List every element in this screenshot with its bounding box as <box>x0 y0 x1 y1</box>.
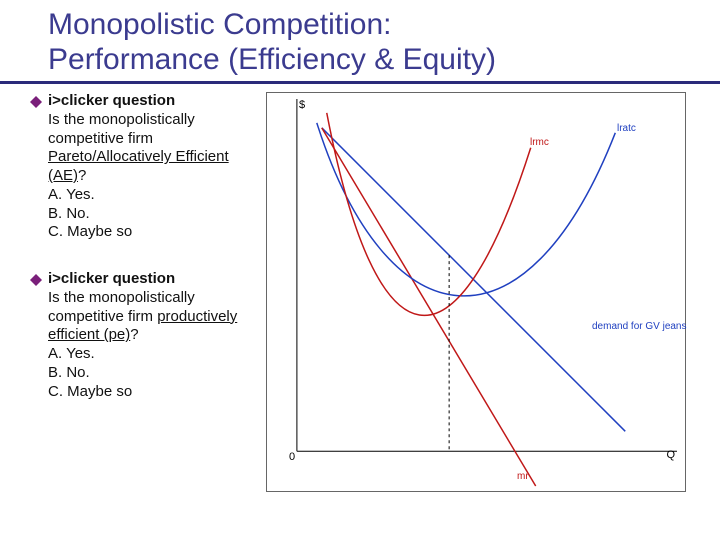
lratc-label: lratc <box>617 123 636 134</box>
lrmc-curve <box>327 113 531 315</box>
chart-svg <box>267 93 685 491</box>
x-axis-label: Q <box>666 449 675 461</box>
option-c: C. Maybe so <box>48 223 132 240</box>
title-rule <box>0 81 720 84</box>
slide-title: Monopolistic Competition: Performance (E… <box>48 8 690 77</box>
option-a: A. Yes. <box>48 186 95 203</box>
lrmc-label: lrmc <box>530 137 549 148</box>
option-b: B. No. <box>48 364 90 381</box>
question-title: i>clicker question <box>48 92 175 109</box>
mr-curve <box>322 128 536 486</box>
slide: Monopolistic Competition: Performance (E… <box>0 0 720 540</box>
question-body-post: ? <box>130 326 138 343</box>
title-block: Monopolistic Competition: Performance (E… <box>48 8 690 84</box>
diamond-bullet-icon <box>30 274 42 286</box>
diamond-bullet-icon <box>30 96 42 108</box>
title-line-1: Monopolistic Competition: <box>48 8 392 41</box>
question-body-pre: Is the monopolistically competitive firm <box>48 111 195 147</box>
option-b: B. No. <box>48 205 90 222</box>
y-axis-label: $ <box>299 99 305 111</box>
lratc-curve <box>317 123 616 296</box>
bullet-text: i>clicker question Is the monopolistical… <box>48 92 258 242</box>
bullet-text: i>clicker question Is the monopolistical… <box>48 270 258 401</box>
title-line-2: Performance (Efficiency & Equity) <box>48 43 496 76</box>
question-emphasis: Pareto/Allocatively Efficient (AE) <box>48 148 229 184</box>
origin-label: 0 <box>289 451 295 463</box>
mr-label: mr <box>517 471 529 482</box>
bullet-item: i>clicker question Is the monopolistical… <box>48 270 258 401</box>
chart-column: $ Q 0 lratc lrmc demand for GV jeans mr <box>266 92 690 492</box>
demand-label: demand for GV jeans <box>592 321 687 332</box>
option-a: A. Yes. <box>48 345 95 362</box>
bullet-column: i>clicker question Is the monopolistical… <box>48 92 258 492</box>
economics-chart: $ Q 0 lratc lrmc demand for GV jeans mr <box>266 92 686 492</box>
content-row: i>clicker question Is the monopolistical… <box>48 92 690 492</box>
bullet-item: i>clicker question Is the monopolistical… <box>48 92 258 242</box>
option-c: C. Maybe so <box>48 383 132 400</box>
question-title: i>clicker question <box>48 270 175 287</box>
question-body-post: ? <box>78 167 86 184</box>
